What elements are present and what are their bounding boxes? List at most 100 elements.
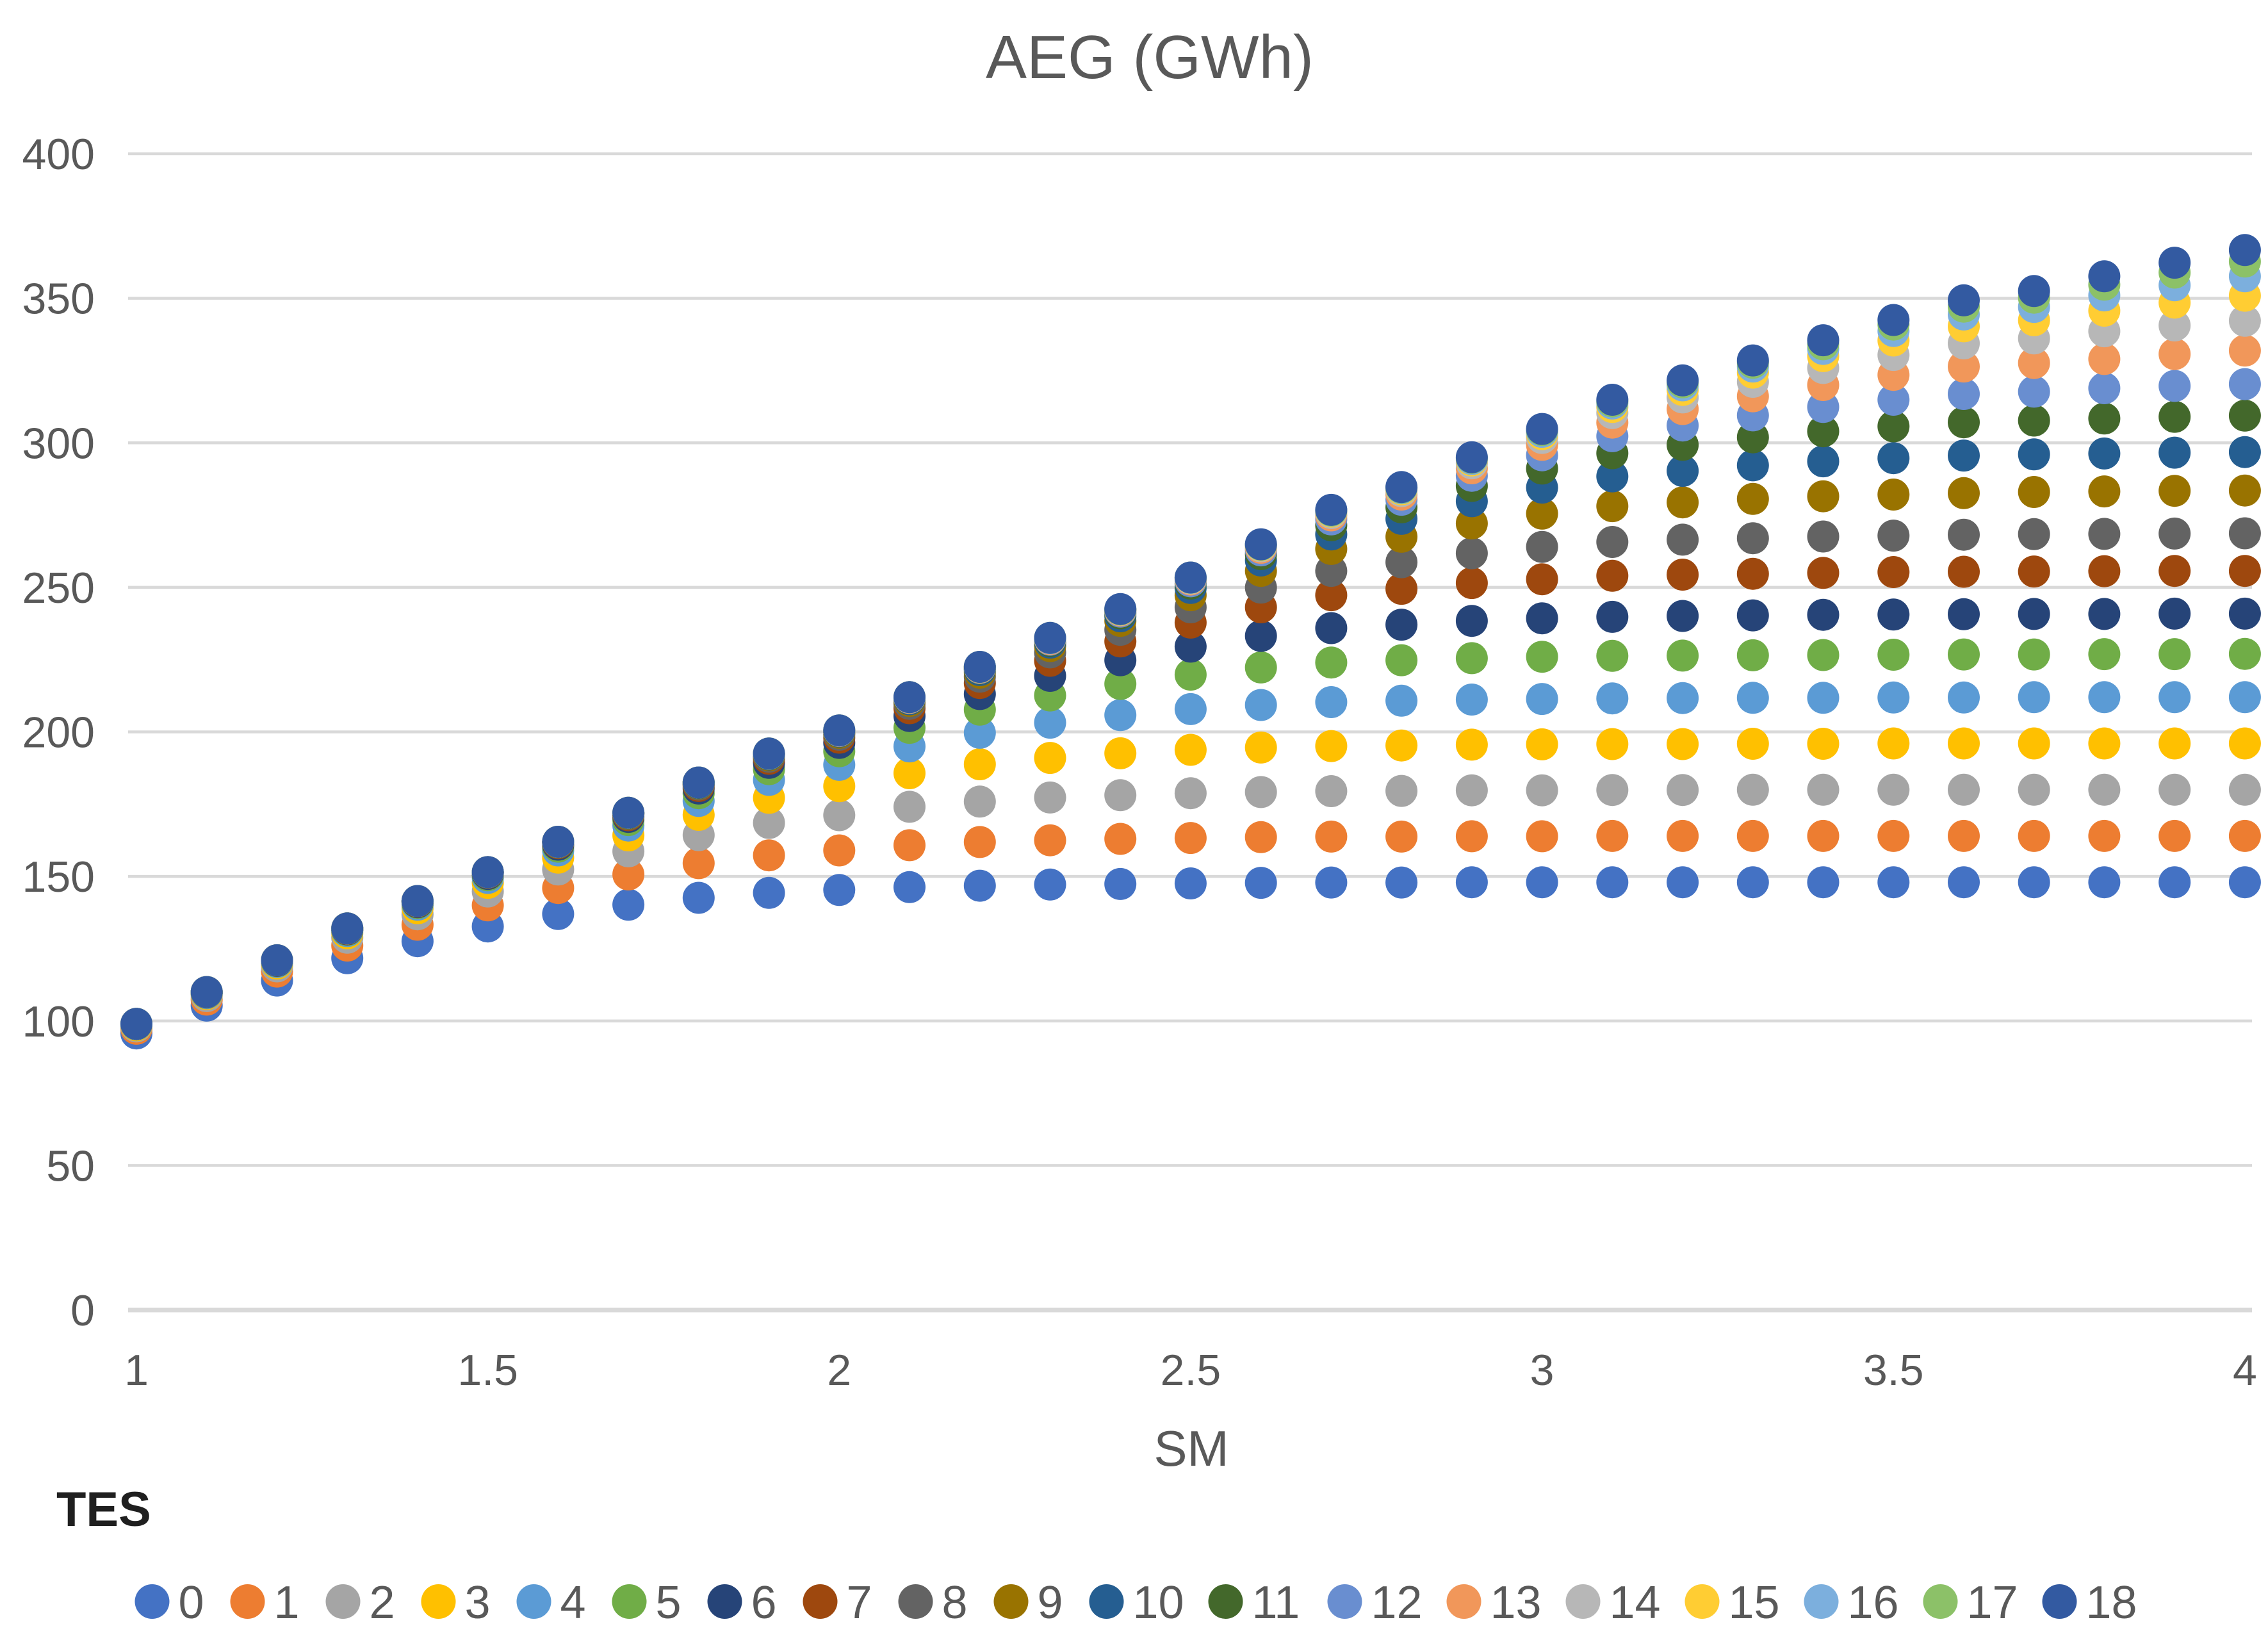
x-tick-4: 4 <box>2233 1346 2257 1395</box>
point-sm2-tes0 <box>823 874 856 906</box>
point-sm2.2-tes2 <box>963 785 996 818</box>
legend-marker-9 <box>993 1584 1029 1619</box>
point-sm4-tes11 <box>2228 399 2261 432</box>
point-sm3.7-tes13 <box>2018 347 2050 379</box>
point-sm3.7-tes1 <box>2018 819 2050 852</box>
x-axis-tick-labels: 1 1.5 2 2.5 3 3.5 4 <box>124 1346 2257 1395</box>
series-2 <box>120 773 2261 1043</box>
point-sm3.6-tes13 <box>1948 350 1980 383</box>
point-sm3.8-tes11 <box>2088 402 2121 435</box>
point-sm3.3-tes7 <box>1736 557 1769 590</box>
point-sm3.9-tes11 <box>2158 400 2191 433</box>
point-sm2.8-tes8 <box>1385 546 1418 578</box>
point-sm1.6-tes0 <box>542 897 575 930</box>
point-sm4-tes13 <box>2228 334 2261 367</box>
point-sm1.2-tes18 <box>261 944 293 976</box>
point-sm1.9-tes0 <box>753 876 785 909</box>
point-sm3.8-tes8 <box>2088 518 2121 550</box>
point-sm3.5-tes4 <box>1877 681 1910 714</box>
point-sm2.8-tes3 <box>1385 729 1418 762</box>
point-sm2.7-tes1 <box>1315 820 1348 853</box>
point-sm2.9-tes8 <box>1455 537 1488 570</box>
legend-item-2: 2 <box>325 1577 395 1628</box>
point-sm3.8-tes18 <box>2088 260 2121 293</box>
legend-title: TES <box>56 1482 151 1537</box>
point-sm3.5-tes8 <box>1877 520 1910 552</box>
point-sm2.9-tes7 <box>1455 567 1488 600</box>
point-sm3.5-tes1 <box>1877 819 1910 852</box>
point-sm3.9-tes18 <box>2158 247 2191 279</box>
point-sm2.8-tes18 <box>1385 471 1418 504</box>
legend-marker-14 <box>1565 1584 1601 1619</box>
point-sm2.3-tes4 <box>1034 707 1066 739</box>
point-sm2.7-tes7 <box>1315 579 1348 612</box>
point-sm2.1-tes2 <box>893 791 926 823</box>
point-sm3.6-tes11 <box>1948 406 1980 439</box>
point-sm2.9-tes18 <box>1455 441 1488 473</box>
point-sm3.8-tes13 <box>2088 343 2121 375</box>
point-sm2-tes18 <box>823 714 856 747</box>
point-sm1.7-tes18 <box>612 796 645 829</box>
point-sm3-tes5 <box>1526 641 1558 673</box>
point-sm3.2-tes3 <box>1667 728 1699 760</box>
point-sm3.6-tes18 <box>1948 284 1980 316</box>
point-sm4-tes5 <box>2228 637 2261 670</box>
x-tick-3: 3 <box>1530 1346 1554 1395</box>
point-sm1.8-tes1 <box>682 847 715 880</box>
point-sm2.6-tes4 <box>1244 689 1277 721</box>
point-sm3.2-tes4 <box>1667 682 1699 714</box>
point-sm3.2-tes8 <box>1667 523 1699 556</box>
y-axis-tick-labels: 0 50 100 150 200 250 300 350 400 <box>22 130 95 1335</box>
point-sm4-tes18 <box>2228 234 2261 266</box>
point-sm3.4-tes4 <box>1807 682 1840 714</box>
legend-label-12: 12 <box>1371 1577 1423 1628</box>
legend-item-14: 14 <box>1565 1577 1661 1628</box>
chart-title: AEG (GWh) <box>986 23 1314 92</box>
point-sm3.8-tes0 <box>2088 866 2121 899</box>
legend-item-8: 8 <box>898 1577 968 1628</box>
legend-item-3: 3 <box>421 1577 491 1628</box>
legend-marker-5 <box>612 1584 647 1619</box>
point-sm2.8-tes1 <box>1385 820 1418 853</box>
point-sm3.9-tes5 <box>2158 638 2191 671</box>
point-sm2.5-tes18 <box>1174 561 1207 594</box>
point-sm3.2-tes5 <box>1667 639 1699 672</box>
point-sm1.9-tes1 <box>753 839 785 872</box>
legend-item-12: 12 <box>1327 1577 1423 1628</box>
legend-marker-10 <box>1089 1584 1124 1619</box>
point-sm2.6-tes0 <box>1244 867 1277 899</box>
point-sm3.1-tes5 <box>1596 639 1629 672</box>
point-sm3.4-tes8 <box>1807 520 1840 553</box>
point-sm3.3-tes3 <box>1736 728 1769 760</box>
y-tick-200: 200 <box>22 709 95 757</box>
x-tick-2: 2 <box>827 1346 851 1395</box>
point-sm2.1-tes18 <box>893 681 926 714</box>
legend-label-1: 1 <box>274 1577 300 1628</box>
point-sm3.2-tes18 <box>1667 364 1699 397</box>
point-sm3.6-tes4 <box>1948 681 1980 714</box>
point-sm4-tes0 <box>2228 866 2261 899</box>
point-sm2.8-tes0 <box>1385 866 1418 899</box>
legend-item-6: 6 <box>707 1577 777 1628</box>
point-sm2.6-tes3 <box>1244 731 1277 764</box>
point-sm1.7-tes1 <box>612 858 645 890</box>
point-sm3.5-tes9 <box>1877 479 1910 511</box>
point-sm3.3-tes6 <box>1736 599 1769 632</box>
legend-item-13: 13 <box>1446 1577 1542 1628</box>
point-sm3.7-tes7 <box>2018 555 2050 588</box>
point-sm3-tes7 <box>1526 563 1558 596</box>
point-sm3.1-tes0 <box>1596 866 1629 899</box>
legend-label-14: 14 <box>1610 1577 1661 1628</box>
y-tick-400: 400 <box>22 130 95 179</box>
point-sm3.3-tes5 <box>1736 639 1769 671</box>
point-sm3.7-tes9 <box>2018 476 2050 508</box>
gridlines <box>128 152 2252 1313</box>
point-sm3.6-tes12 <box>1948 378 1980 410</box>
point-sm3.9-tes4 <box>2158 681 2191 714</box>
point-sm3.7-tes18 <box>2018 275 2050 307</box>
point-sm3.8-tes10 <box>2088 437 2121 470</box>
point-sm2.4-tes5 <box>1104 668 1137 700</box>
data-points <box>120 234 2261 1050</box>
point-sm1.4-tes18 <box>401 885 434 917</box>
